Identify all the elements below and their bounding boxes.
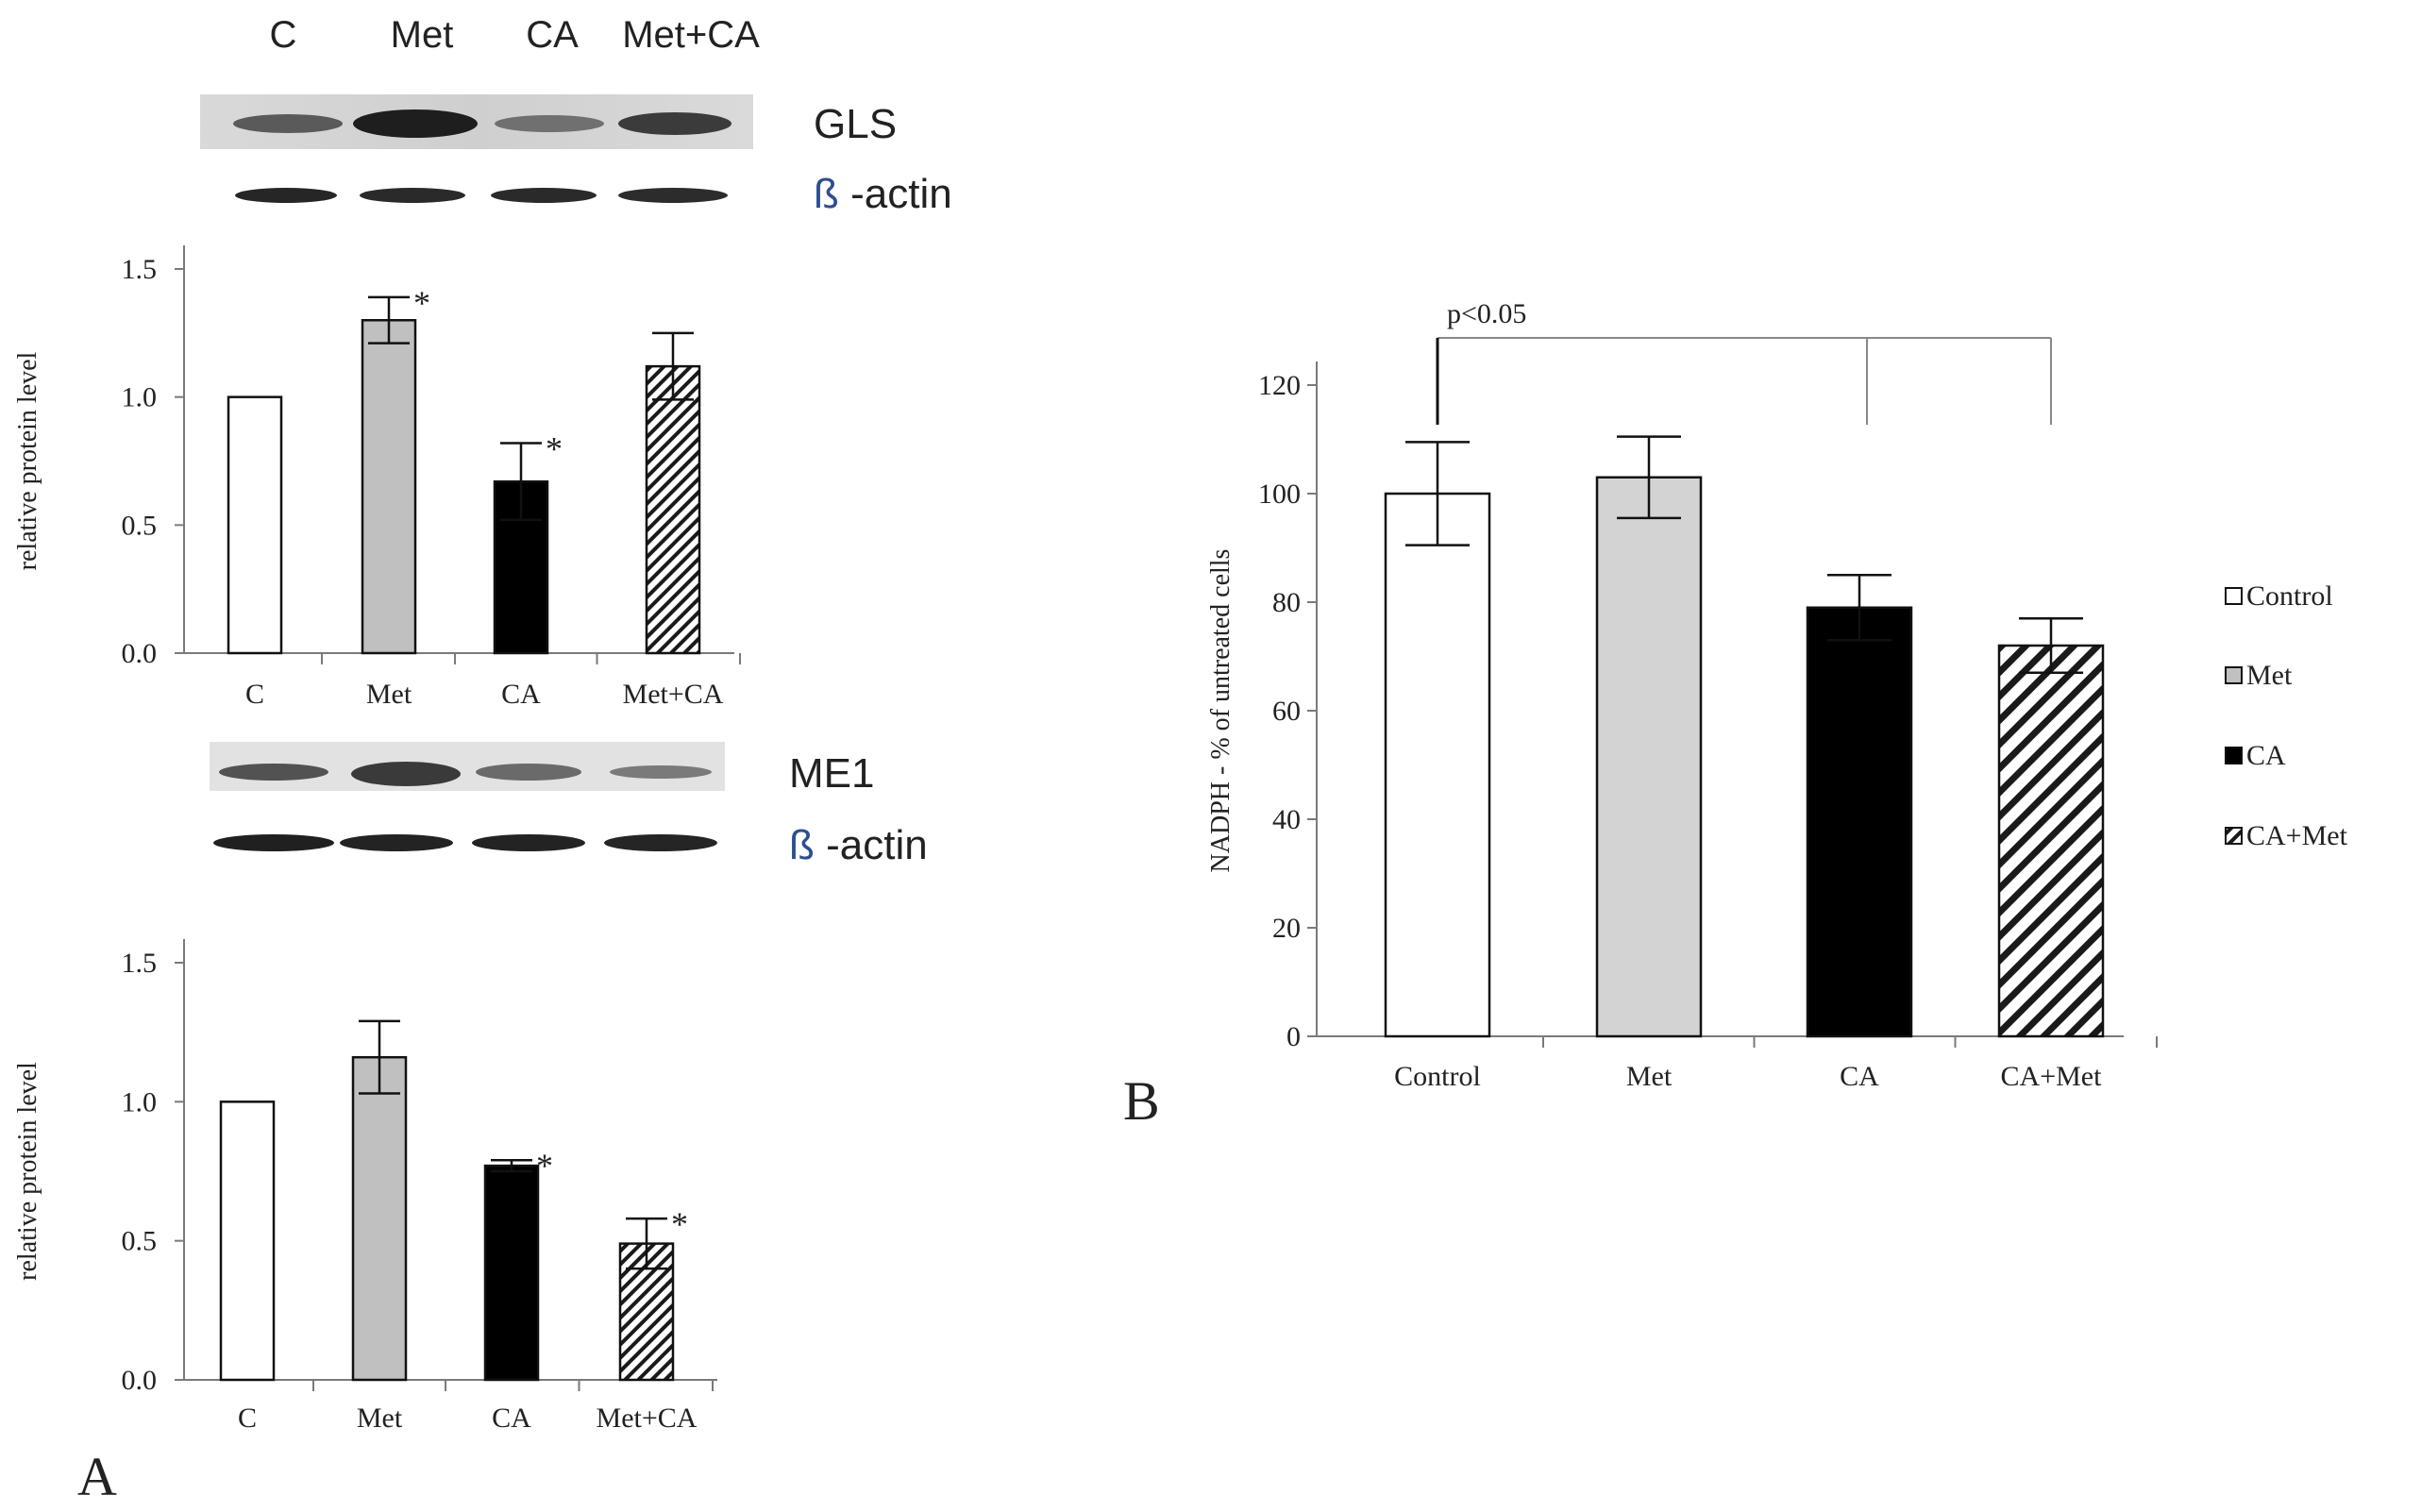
bar xyxy=(483,1164,540,1382)
blot-me1: ME1 ß -actin xyxy=(210,742,928,868)
beta-symbol: ß xyxy=(789,822,815,868)
chart-me1: 0.0 0.5 1.0 1.5 relative protein level C Met * C… xyxy=(13,939,717,1434)
category-label: CA+Met xyxy=(2001,1061,2103,1092)
y-tick-label: 1.5 xyxy=(122,254,158,285)
blot-lane-label: Met+CA xyxy=(622,14,760,56)
blot-band xyxy=(618,112,731,135)
bar xyxy=(645,364,701,655)
bar xyxy=(1806,606,1913,1038)
blot-protein-label: ME1 xyxy=(789,750,874,797)
significance-marker: * xyxy=(536,1147,553,1184)
blot-lane-label: C xyxy=(270,14,297,56)
blot-band xyxy=(353,109,478,138)
category-label: Control xyxy=(1394,1061,1481,1092)
blot-band xyxy=(351,762,461,786)
panel-label-a: A xyxy=(77,1446,117,1507)
blot-band xyxy=(360,188,465,203)
bar xyxy=(219,1100,276,1382)
chart-nadph: 0 20 40 60 80 100 120 NADPH - % of untreated ce… xyxy=(1206,298,2348,1092)
blot-band xyxy=(340,834,453,851)
category-label: Met xyxy=(357,1403,403,1434)
y-tick-label: 20 xyxy=(1272,913,1301,944)
legend-label: CA+Met xyxy=(2246,820,2348,851)
significance-annotation: p<0.05 xyxy=(1447,298,1526,329)
actin-text: -actin xyxy=(815,822,928,868)
legend-swatch xyxy=(2225,666,2243,684)
significance-marker: * xyxy=(413,284,430,322)
y-axis-label: relative protein level xyxy=(13,1062,42,1281)
y-axis-label: NADPH - % of untreated cells xyxy=(1206,549,1236,873)
category-label: C xyxy=(238,1403,257,1434)
legend-swatch xyxy=(2225,747,2243,764)
blot-band xyxy=(491,188,597,203)
category-label: Met xyxy=(1626,1061,1673,1092)
blot-band xyxy=(476,764,581,781)
legend-label: Control xyxy=(2246,580,2333,612)
legend-swatch xyxy=(2225,587,2243,605)
category-label: C xyxy=(245,679,264,710)
category-label: Met xyxy=(366,679,412,710)
blot-band xyxy=(610,765,712,779)
y-tick-label: 1.5 xyxy=(122,948,158,979)
category-label: CA xyxy=(492,1403,531,1434)
bar xyxy=(361,319,417,655)
y-tick-label: 100 xyxy=(1258,479,1301,510)
y-tick-label: 1.0 xyxy=(122,382,158,413)
y-axis-label: relative protein level xyxy=(13,351,42,570)
blot-loading-label: ß -actin xyxy=(789,822,928,868)
blot-protein-label: GLS xyxy=(814,101,897,147)
category-label: CA xyxy=(501,679,541,710)
blot-band xyxy=(604,834,717,851)
legend-swatch xyxy=(2225,827,2243,845)
y-tick-label: 1.0 xyxy=(122,1086,158,1117)
category-label: CA xyxy=(1840,1061,1879,1092)
y-tick-label: 120 xyxy=(1258,370,1301,401)
blot-loading-label: ß -actin xyxy=(814,171,952,217)
category-label: Met+CA xyxy=(597,1403,698,1434)
blot-band xyxy=(233,114,343,133)
blot-lane-label: CA xyxy=(526,14,579,56)
actin-text: -actin xyxy=(839,171,952,217)
bar xyxy=(351,1055,408,1382)
blot-gls: C Met CA Met+CA GLS ß -actin xyxy=(200,14,952,217)
y-tick-label: 0.0 xyxy=(122,1365,158,1396)
blot-band xyxy=(219,764,328,781)
bar xyxy=(1595,476,1703,1038)
panel-label-b: B xyxy=(1123,1070,1160,1132)
blot-band xyxy=(495,115,604,132)
y-tick-label: 0.5 xyxy=(122,1226,158,1257)
y-tick-label: 0.0 xyxy=(122,638,158,669)
y-tick-label: 60 xyxy=(1272,696,1301,727)
blot-band xyxy=(472,834,585,851)
category-label: Met+CA xyxy=(623,679,724,710)
significance-marker: * xyxy=(546,430,563,468)
blot-band xyxy=(235,188,337,203)
beta-symbol: ß xyxy=(814,171,839,217)
bar xyxy=(1997,644,2105,1038)
y-tick-label: 0.5 xyxy=(122,510,158,541)
blot-lane-label: Met xyxy=(391,14,454,56)
blot-band xyxy=(618,188,728,203)
chart-gls: 0.0 0.5 1.0 1.5 relative protein level C * Met *… xyxy=(13,245,741,710)
y-tick-label: 0 xyxy=(1286,1021,1301,1052)
significance-marker: * xyxy=(671,1205,688,1243)
bar xyxy=(1384,492,1491,1038)
blot-band xyxy=(213,834,334,851)
y-tick-label: 80 xyxy=(1272,587,1301,618)
bar xyxy=(227,395,283,655)
legend-label: Met xyxy=(2246,660,2293,691)
y-tick-label: 40 xyxy=(1272,804,1301,835)
legend-label: CA xyxy=(2246,740,2286,771)
